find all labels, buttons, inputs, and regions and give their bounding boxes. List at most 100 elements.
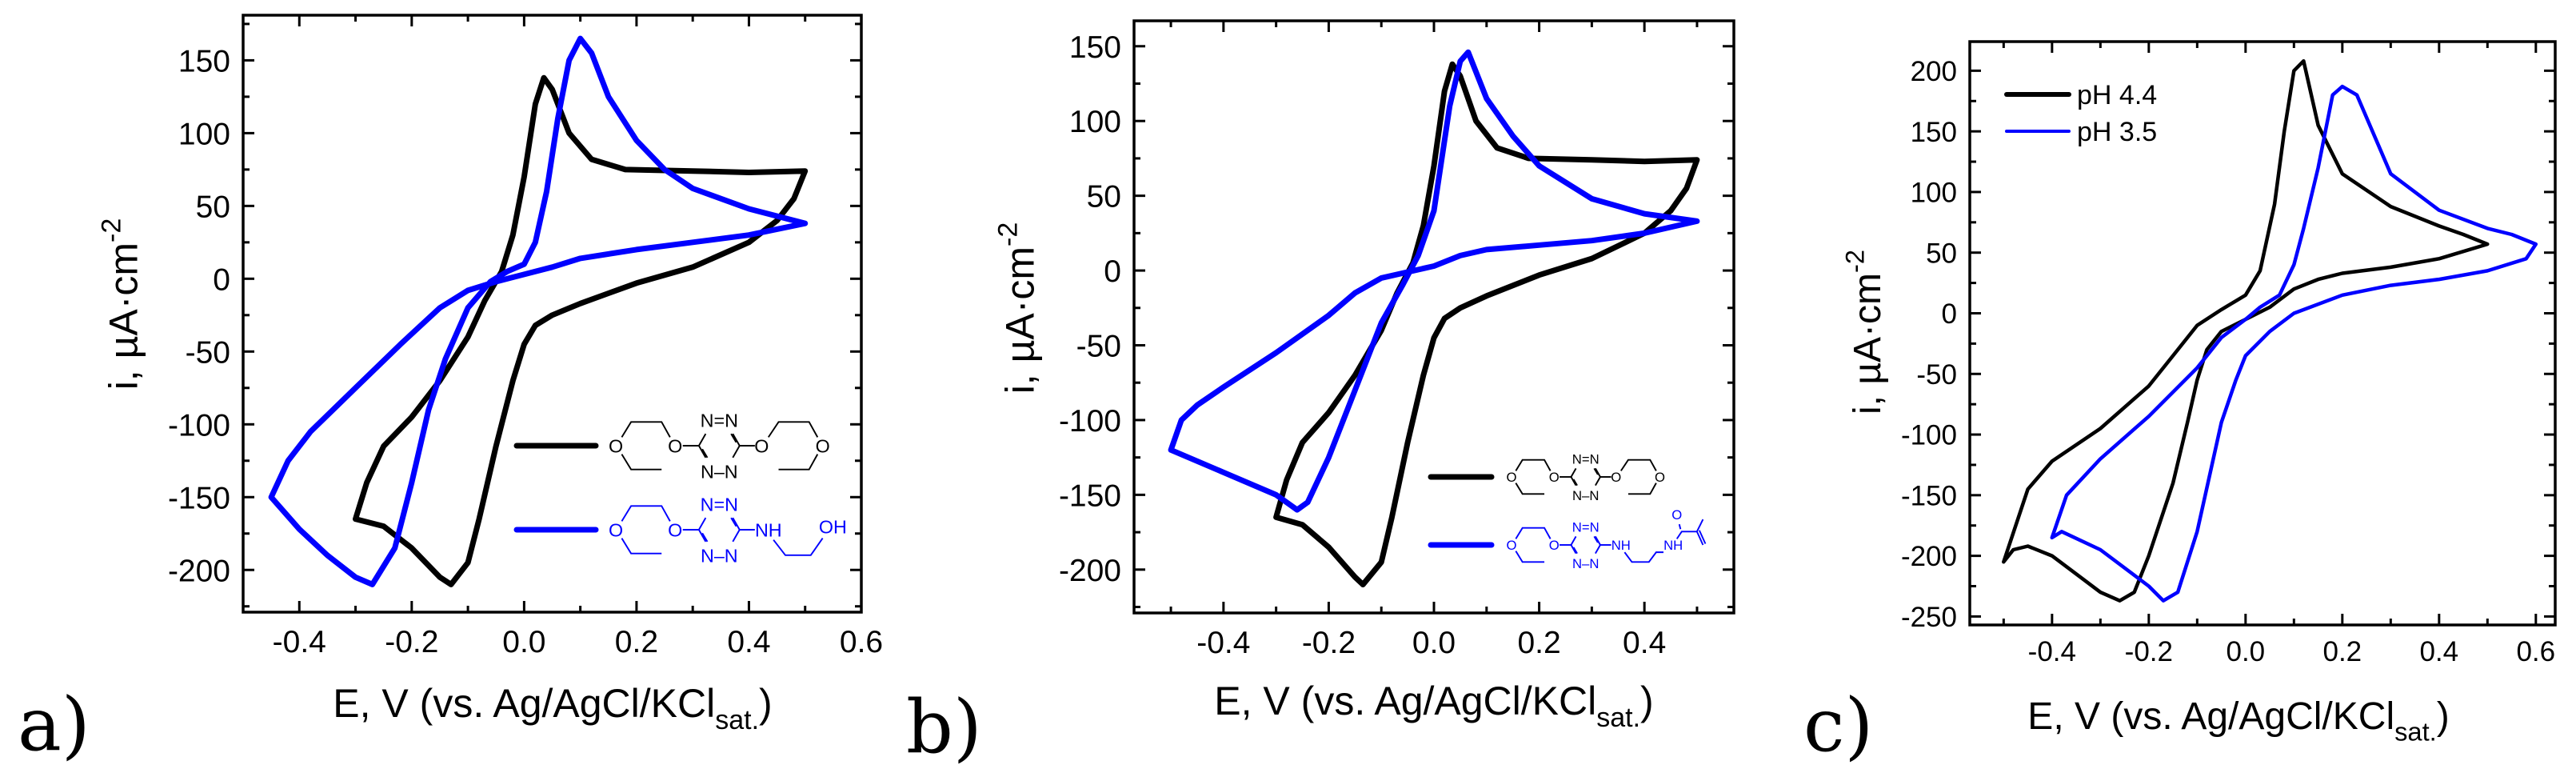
bond-line xyxy=(1570,535,1577,546)
x-axis-label-end: ) xyxy=(2437,695,2450,738)
y-axis-label: i, µA·cm-2 xyxy=(97,218,146,391)
bond-line xyxy=(1595,467,1601,478)
chart-panel-a: -0.4 -0.2 0.0 0.2 0.4 0.6 -200 -150 -100 -50 0 50 10… xyxy=(18,14,883,767)
plot-frame xyxy=(1132,19,1735,615)
legend: O O N=N N–N O O O O N=N N–N NH OH xyxy=(513,411,847,566)
legend: O O N=N N–N O O O O N=N N–N NH NH O xyxy=(1428,451,1707,571)
atom-label: O xyxy=(1507,538,1517,553)
bond-line xyxy=(621,505,671,522)
bond-line xyxy=(1675,531,1697,539)
y-axis-label-superscript: -2 xyxy=(1840,250,1870,273)
x-tick-label: 0.6 xyxy=(2516,636,2555,667)
panel-label: c) xyxy=(1803,683,1873,768)
x-axis-label-subscript: sat. xyxy=(2394,716,2437,746)
x-tick-label: 0.4 xyxy=(727,625,770,659)
y-tick-label: -250 xyxy=(1901,602,1957,633)
x-tick-label: 0.2 xyxy=(2322,636,2362,667)
x-tick-label: -0.4 xyxy=(1196,626,1250,660)
y-tick-label: 0 xyxy=(1104,254,1121,289)
atom-label: O xyxy=(1549,538,1560,553)
x-tick-label: 0.0 xyxy=(1412,626,1456,660)
x-axis-label-main: E, V (vs. Ag/AgCl/KCl xyxy=(2027,695,2394,738)
bond-line xyxy=(1595,476,1601,487)
legend-label: pH 3.5 xyxy=(2077,117,2157,147)
x-tick-label: 0.2 xyxy=(1517,626,1560,660)
y-tick-label: 150 xyxy=(1069,30,1121,65)
y-tick-label: 100 xyxy=(1911,178,1957,209)
bond-line xyxy=(1620,459,1657,471)
chemical-structure-icon: O O N=N N–N NH NH O xyxy=(1507,507,1707,571)
atom-label: NH xyxy=(755,519,782,540)
x-tick-label: -0.2 xyxy=(1302,626,1356,660)
atom-label: N–N xyxy=(1572,488,1599,503)
y-axis-label: i, µA·cm-2 xyxy=(1840,250,1889,415)
x-axis-label-subscript: sat. xyxy=(1596,703,1640,733)
bond-line xyxy=(730,517,737,527)
y-tick-label: -50 xyxy=(186,335,230,370)
x-axis-label-subscript: sat. xyxy=(715,705,759,735)
atom-label: N=N xyxy=(701,411,738,431)
x-tick-label: -0.2 xyxy=(385,625,438,659)
atom-label: NH xyxy=(1611,538,1631,553)
atom-label: O xyxy=(1549,470,1560,485)
bond-line xyxy=(773,538,824,556)
atom-label: N–N xyxy=(701,545,738,566)
x-tick-label: 0.6 xyxy=(840,625,883,659)
plot-frame xyxy=(242,14,863,614)
y-axis-label: i, µA·cm-2 xyxy=(993,222,1043,395)
bond-line xyxy=(1515,551,1545,563)
x-axis-label-main: E, V (vs. Ag/AgCl/KCl xyxy=(333,681,715,726)
bond-line xyxy=(1678,523,1682,530)
bond-line xyxy=(1572,547,1578,555)
y-axis-label-main: i, µA·cm xyxy=(1847,273,1889,415)
bond-line xyxy=(732,517,741,531)
y-tick-label: 0 xyxy=(1942,298,1957,330)
chemical-structure-icon: O O N=N N–N O O xyxy=(609,411,830,483)
atom-label: O xyxy=(609,435,623,456)
chemical-structure-icon: O O N=N N–N O O xyxy=(1507,451,1665,503)
y-axis-label-main: i, µA·cm xyxy=(998,246,1043,394)
x-tick-label: -0.2 xyxy=(2125,636,2173,667)
y-tick-label: 100 xyxy=(1069,105,1121,139)
bond-line xyxy=(1695,531,1704,546)
bond-line xyxy=(732,445,741,459)
atom-label: O xyxy=(668,435,682,456)
bond-line xyxy=(768,421,819,438)
x-tick-label: 0.4 xyxy=(2419,636,2458,667)
y-tick-label: -50 xyxy=(1076,330,1121,364)
atom-label: O xyxy=(1507,470,1517,485)
atom-label: O xyxy=(754,435,769,456)
bond-line xyxy=(1515,459,1552,471)
bond-line xyxy=(621,454,662,471)
y-tick-label: -100 xyxy=(168,408,230,443)
chart-panel-b: -0.4 -0.2 0.0 0.2 0.4 -200 -150 -100 -50 0 50 100 15… xyxy=(906,19,1735,769)
bond-line xyxy=(1572,479,1578,487)
series-line-1 xyxy=(268,35,809,587)
atom-label: O xyxy=(668,519,682,540)
x-tick-label: -0.4 xyxy=(2028,636,2076,667)
bond-line xyxy=(732,433,741,447)
bond-line xyxy=(1595,535,1601,546)
y-tick-label: -200 xyxy=(1059,554,1121,588)
bond-line xyxy=(1695,519,1704,532)
bond-line xyxy=(1627,483,1657,495)
legend: pH 4.4 pH 3.5 xyxy=(2004,80,2157,147)
bond-line xyxy=(621,421,671,438)
bond-line xyxy=(1593,467,1599,475)
x-tick-label: -0.4 xyxy=(273,625,326,659)
x-axis-label-end: ) xyxy=(1640,679,1654,723)
y-axis-label-main: i, µA·cm xyxy=(102,242,146,390)
atom-label: N–N xyxy=(701,461,738,482)
atom-label: NH xyxy=(1663,538,1683,553)
panel-label: b) xyxy=(906,684,982,769)
y-tick-label: 50 xyxy=(196,190,230,224)
y-tick-label: 150 xyxy=(178,44,230,78)
y-tick-label: 50 xyxy=(1087,180,1121,214)
series-line-0 xyxy=(353,74,809,587)
bond-line xyxy=(701,448,709,459)
series-line-0 xyxy=(1273,61,1700,587)
bond-line xyxy=(1570,467,1577,478)
x-tick-label: 0.4 xyxy=(1623,626,1666,660)
atom-label: O xyxy=(609,519,623,540)
x-axis-label: E, V (vs. Ag/AgCl/KClsat.) xyxy=(2027,695,2449,746)
